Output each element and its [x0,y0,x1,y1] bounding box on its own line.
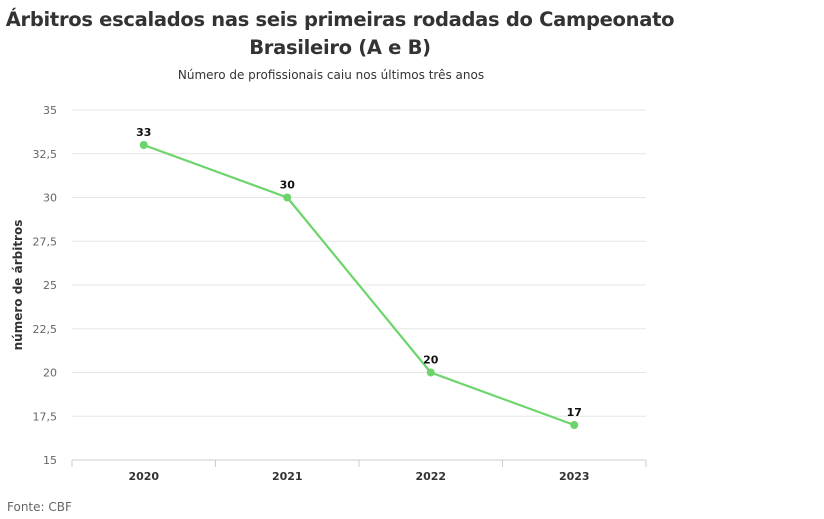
data-label: 33 [136,126,151,139]
data-labels: 33 30 20 17 [136,126,582,419]
y-tick-label: 27,5 [33,235,58,248]
y-tick-label: 35 [43,104,57,117]
x-tick-label: 2022 [415,470,446,483]
data-label: 17 [567,406,582,419]
y-tick-label: 22,5 [33,323,58,336]
y-tick-label: 17,5 [33,410,58,423]
data-point [283,193,292,202]
source-note: Fonte: CBF [7,500,72,514]
x-tick-label: 2021 [272,470,303,483]
x-tick-label: 2020 [128,470,159,483]
y-tick-label: 30 [43,192,57,205]
data-point [139,141,148,149]
data-point [570,421,579,429]
axes: 15 17,5 20 22,5 25 27,5 30 32,5 35 2020 2021 2022 20… [33,104,647,483]
y-tick-label: 15 [43,454,57,467]
y-tick-label: 32,5 [33,148,58,161]
x-tick-label: 2023 [559,470,590,483]
series-layer [139,141,579,429]
chart-title: Árbitros escalados nas seis primeiras ro… [0,6,680,62]
chart-title-line-1: Árbitros escalados nas seis primeiras ro… [5,8,675,31]
y-tick-label: 25 [43,279,57,292]
chart-subtitle: Número de profissionais caiu nos últimos… [177,68,485,82]
data-label: 30 [280,179,296,192]
chart-title-line-2: Brasileiro (A e B) [249,36,431,59]
data-point [426,368,435,377]
gridlines [72,109,646,417]
y-tick-label: 20 [43,367,57,380]
data-label: 20 [423,354,439,367]
series-line [143,143,575,427]
